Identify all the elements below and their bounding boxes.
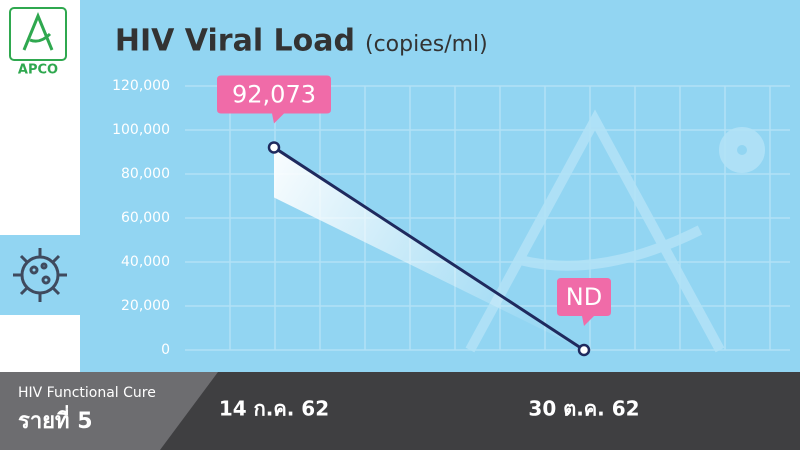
y-tick-label: 60,000 <box>121 210 170 226</box>
logo: APCO <box>9 7 67 78</box>
chart-subtitle: (copies/ml) <box>365 32 488 57</box>
point <box>267 141 281 154</box>
chart-title: HIV Viral Load <box>115 24 355 59</box>
y-tick-label: 100,000 <box>112 122 170 138</box>
footer-badge <box>0 372 218 450</box>
case-label: รายที่ 5 <box>18 404 93 434</box>
y-tick-label: 120,000 <box>112 78 170 94</box>
x-tick-label: 14 ก.ค. 62 <box>219 397 329 421</box>
side-panel <box>0 0 80 372</box>
x-tick-label: 30 ต.ค. 62 <box>528 397 639 421</box>
icon-band <box>0 235 80 315</box>
y-tick-label: 40,000 <box>121 254 170 270</box>
program-label: HIV Functional Cure <box>18 385 156 401</box>
plot: 0 20,000 40,000 60,000 80,000 100,000 120,000 9… <box>112 75 790 358</box>
callout <box>217 75 331 124</box>
y-tick-label: 0 <box>161 342 170 358</box>
x-axis: 14 ก.ค. 62 30 ต.ค. 62 <box>219 397 640 421</box>
line <box>273 146 585 352</box>
virus-icon <box>13 248 67 302</box>
value-label: 92,073 <box>232 80 316 108</box>
value-label: ND <box>566 283 602 311</box>
point <box>577 343 591 357</box>
callout <box>557 278 611 326</box>
y-tick-label: 20,000 <box>121 298 170 314</box>
logo-text: APCO <box>18 63 58 78</box>
y-tick-label: 80,000 <box>121 166 170 182</box>
